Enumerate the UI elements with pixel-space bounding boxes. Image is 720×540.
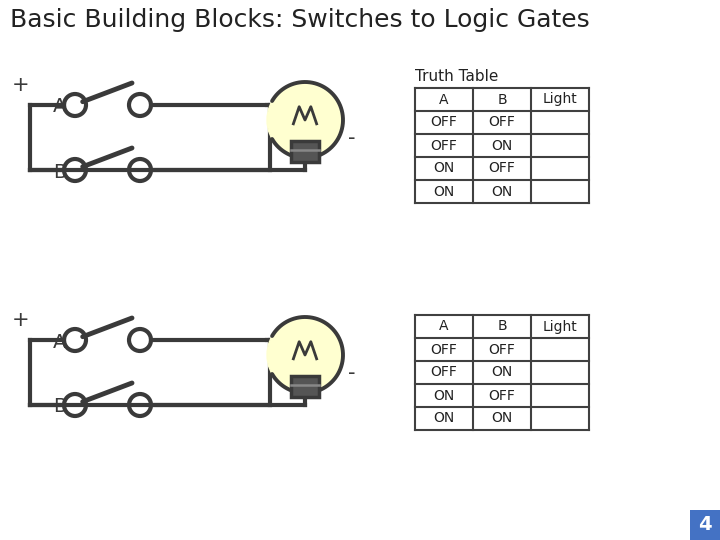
Text: ON: ON <box>433 185 454 199</box>
Text: Truth Table: Truth Table <box>415 69 498 84</box>
Text: B: B <box>498 320 507 334</box>
Text: Basic Building Blocks: Switches to Logic Gates: Basic Building Blocks: Switches to Logic… <box>10 8 590 32</box>
Text: B: B <box>53 397 66 416</box>
FancyBboxPatch shape <box>292 141 319 162</box>
Text: B: B <box>498 92 507 106</box>
FancyBboxPatch shape <box>292 376 319 397</box>
Text: OFF: OFF <box>489 342 516 356</box>
Text: ON: ON <box>491 138 513 152</box>
Text: Light: Light <box>543 92 577 106</box>
Text: -: - <box>348 363 356 383</box>
Text: OFF: OFF <box>431 116 457 130</box>
Text: ON: ON <box>433 161 454 176</box>
Text: ON: ON <box>433 411 454 426</box>
Text: OFF: OFF <box>431 138 457 152</box>
Text: ON: ON <box>433 388 454 402</box>
Text: A: A <box>53 333 66 352</box>
Text: 4: 4 <box>698 516 712 535</box>
Circle shape <box>267 82 343 158</box>
Text: -: - <box>348 128 356 148</box>
Text: A: A <box>53 98 66 117</box>
Text: ON: ON <box>491 411 513 426</box>
FancyBboxPatch shape <box>690 510 720 540</box>
Text: +: + <box>12 310 30 330</box>
Text: OFF: OFF <box>489 161 516 176</box>
Text: Light: Light <box>543 320 577 334</box>
Text: ON: ON <box>491 185 513 199</box>
Text: OFF: OFF <box>431 366 457 380</box>
Text: B: B <box>53 163 66 181</box>
Text: OFF: OFF <box>489 116 516 130</box>
Circle shape <box>267 317 343 393</box>
Text: +: + <box>12 75 30 95</box>
Text: A: A <box>439 320 449 334</box>
Text: A: A <box>439 92 449 106</box>
Text: ON: ON <box>491 366 513 380</box>
Text: OFF: OFF <box>431 342 457 356</box>
Text: OFF: OFF <box>489 388 516 402</box>
